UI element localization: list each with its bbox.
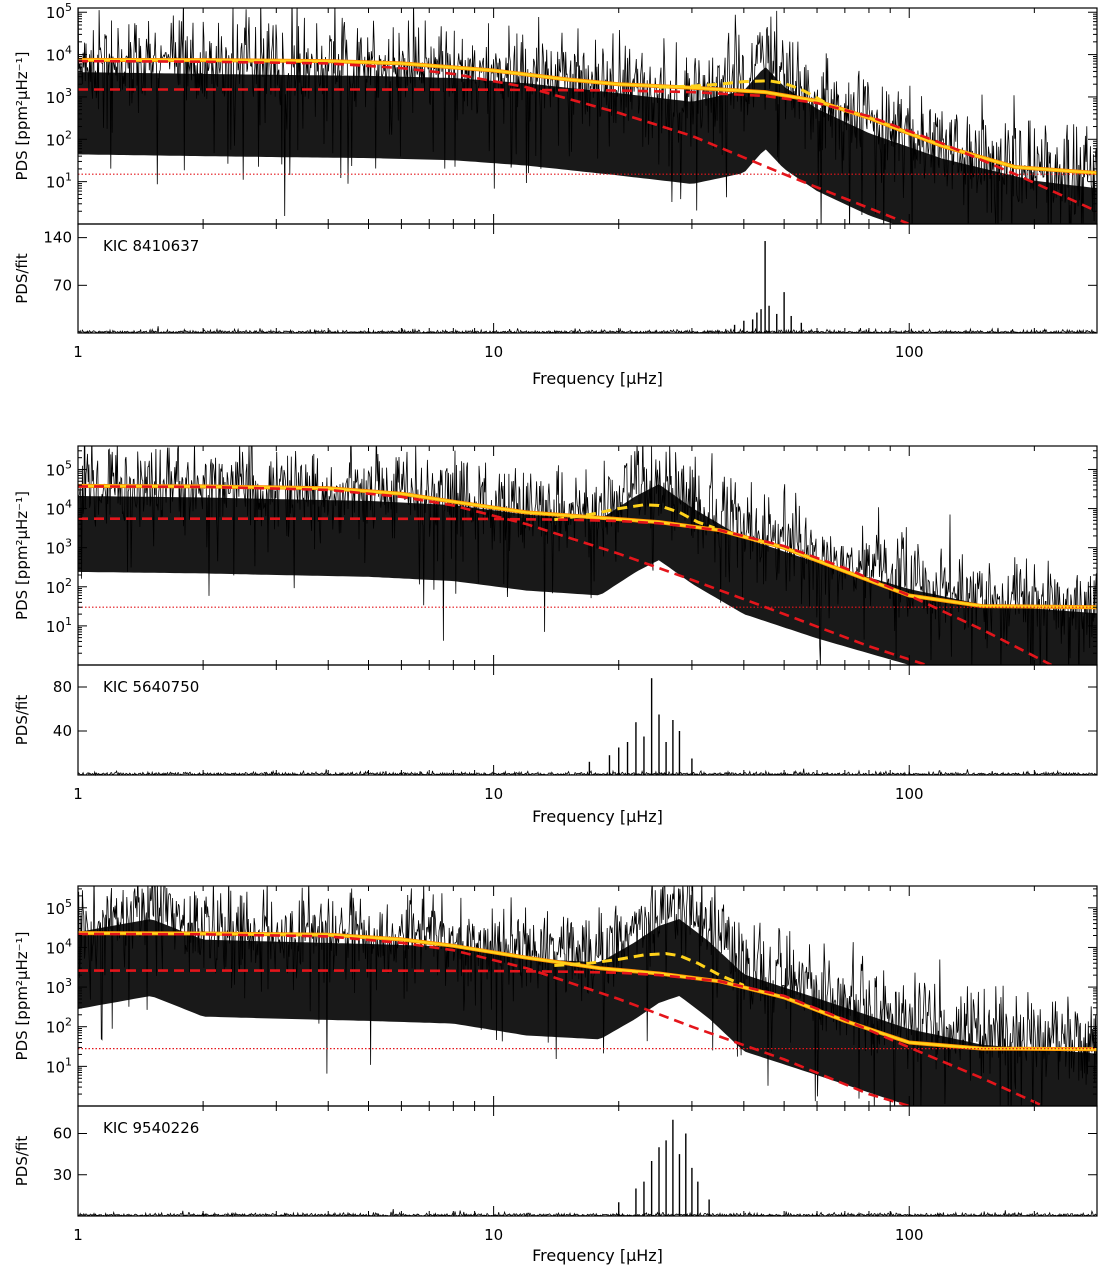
y-tick-label: 104	[46, 936, 72, 957]
granulation-component-3	[78, 59, 910, 224]
global-fit-line	[78, 931, 1097, 1051]
x-tick-label: 1	[73, 343, 83, 361]
y-tick-label: 102	[46, 128, 72, 149]
granulation-component-4	[78, 517, 1053, 665]
x-tick-label: 10	[484, 1226, 503, 1244]
y-tick-label: 105	[46, 458, 72, 479]
y-tick-label: 101	[46, 171, 72, 192]
x-tick-label: 10	[484, 343, 503, 361]
y-tick-label: 30	[53, 1166, 72, 1184]
x-axis-label: Frequency [μHz]	[532, 807, 663, 826]
y-tick-label: 102	[46, 1016, 72, 1037]
star-id-label: KIC 9540226	[103, 1119, 199, 1137]
global-fit-line	[78, 484, 1097, 609]
top-y-axis-label: PDS [ppm²μHz⁻¹]	[13, 52, 31, 181]
y-tick-label: 140	[43, 229, 72, 247]
spectrum-density	[78, 484, 1097, 665]
granulation-component-4	[78, 88, 1097, 213]
y-tick-label: 103	[46, 537, 72, 558]
y-tick-label: 60	[53, 1125, 72, 1143]
top-y-axis-label: PDS [ppm²μHz⁻¹]	[13, 491, 31, 620]
x-tick-label: 1	[73, 785, 83, 803]
pds-fit-trace	[77, 1208, 1098, 1218]
granulation-component-3	[78, 932, 910, 1106]
y-tick-label: 103	[46, 976, 72, 997]
bottom-y-axis-label: PDS/fit	[13, 1136, 31, 1187]
y-tick-label: 104	[46, 44, 72, 65]
y-tick-label: 101	[46, 1055, 72, 1076]
top-y-axis-label: PDS [ppm²μHz⁻¹]	[13, 932, 31, 1061]
pds-fit-trace	[77, 326, 1097, 335]
spectrum-density	[78, 919, 1097, 1106]
granulation-component-3	[78, 485, 927, 665]
y-tick-label: 102	[46, 576, 72, 597]
top-plot-area	[78, 446, 1097, 665]
star-id-label: KIC 5640750	[103, 678, 199, 696]
bottom-y-axis-label: PDS/fit	[13, 253, 31, 304]
y-tick-label: 80	[53, 678, 72, 696]
bottom-plot-area	[77, 1119, 1098, 1218]
oscillation-fit-line	[554, 503, 715, 530]
top-plot-area	[78, 8, 1097, 224]
y-tick-label: 40	[53, 722, 72, 740]
y-tick-label: 70	[53, 276, 72, 294]
star-id-label: KIC 8410637	[103, 237, 199, 255]
pds-fit-trace	[77, 768, 1098, 777]
bottom-axes-frame	[77, 664, 1098, 776]
y-tick-label: 105	[46, 897, 72, 918]
bottom-plot-area	[77, 678, 1098, 777]
global-fit-line	[78, 58, 1097, 175]
y-tick-label: 104	[46, 498, 72, 519]
y-tick-label: 105	[46, 1, 72, 22]
y-tick-label: 103	[46, 86, 72, 107]
x-tick-label: 100	[895, 1226, 924, 1244]
x-axis-label: Frequency [μHz]	[532, 1246, 663, 1265]
x-tick-label: 100	[895, 343, 924, 361]
x-tick-label: 100	[895, 785, 924, 803]
oscillation-fit-line	[658, 79, 846, 113]
top-plot-area	[78, 886, 1097, 1106]
granulation-component-4	[78, 969, 1044, 1106]
x-tick-label: 1	[73, 1226, 83, 1244]
bottom-axes-frame	[77, 1105, 1098, 1217]
x-tick-label: 10	[484, 785, 503, 803]
spectrum-density	[78, 67, 1097, 224]
oscillation-fit-line	[554, 952, 745, 987]
bottom-axes-frame	[77, 223, 1098, 334]
bottom-y-axis-label: PDS/fit	[13, 695, 31, 746]
y-tick-label: 101	[46, 615, 72, 636]
bottom-plot-area	[77, 241, 1097, 335]
x-axis-label: Frequency [μHz]	[532, 369, 663, 388]
